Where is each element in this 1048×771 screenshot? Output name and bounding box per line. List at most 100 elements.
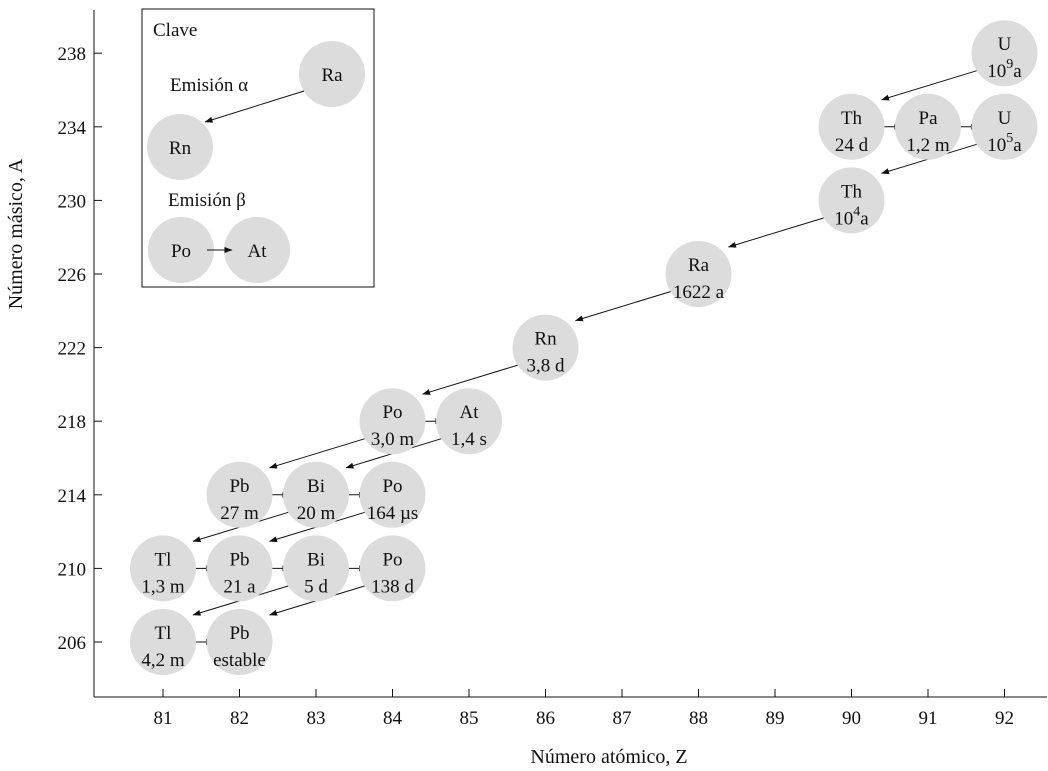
halflife-value: 10: [834, 208, 853, 229]
halflife-value: 10: [987, 135, 1006, 156]
nuclide-circle: [818, 93, 885, 160]
legend-beta-from-node: [148, 217, 214, 283]
x-tick-label: 91: [919, 708, 938, 729]
x-tick-label: 82: [230, 708, 249, 729]
nuclide-circle: [283, 461, 349, 528]
x-tick-label: 86: [536, 708, 555, 729]
halflife-value: 164 µs: [367, 503, 419, 524]
halflife-value: 10: [987, 61, 1006, 82]
y-axis-title: Número másico, A: [5, 158, 27, 309]
nuclide-halflife: 109a: [987, 57, 1022, 82]
halflife-unit: a: [1013, 61, 1022, 82]
nuclide-node: Tl 1,3 m: [130, 535, 196, 602]
nuclide-symbol: Pb: [229, 476, 249, 497]
x-tick-label: 89: [766, 708, 785, 729]
halflife-value: 1,2 m: [906, 135, 950, 156]
x-tick-label: 83: [307, 708, 326, 729]
nuclide-circle: [359, 461, 426, 528]
nuclide-node: Pb estable: [206, 609, 273, 675]
nuclide-circle: [206, 461, 273, 528]
x-tick-label: 87: [613, 708, 632, 729]
nuclide-node: Rn 3,8 d: [512, 314, 579, 381]
halflife-value: 1,3 m: [141, 576, 185, 597]
ticks: 81 82 83 84 85 86 87 88 89 90 91 92 206 210 214 218 222 2…: [58, 44, 1015, 729]
nuclide-symbol: Ra: [688, 255, 710, 276]
x-axis-title: Número atómico, Z: [530, 746, 687, 768]
legend-alpha-arrow: [204, 90, 305, 123]
x-tick-label: 92: [995, 708, 1014, 729]
nuclide-symbol: Rn: [534, 329, 557, 350]
nuclide-circle: [436, 388, 502, 455]
legend-beta-to-node: [224, 217, 290, 283]
nuclide-node: Po 138 d: [359, 535, 426, 602]
nuclide-halflife: 3,0 m: [371, 429, 415, 450]
nuclide-circle: [512, 314, 579, 381]
y-tick-label: 234: [58, 118, 87, 139]
nuclide-symbol: Po: [382, 549, 402, 570]
nuclide-node: Pa 1,2 m: [895, 93, 961, 160]
nuclide-halflife: 20 m: [297, 503, 336, 524]
y-tick-label: 226: [58, 265, 87, 286]
legend-beta-to-label: At: [248, 241, 268, 262]
nuclide-symbol: Tl: [155, 549, 172, 570]
y-tick-label: 222: [58, 339, 87, 360]
nuclide-halflife: 4,2 m: [141, 650, 185, 671]
nuclide-symbol: At: [460, 402, 480, 423]
y-axis-title-text: Número másico, A: [5, 158, 27, 309]
halflife-value: estable: [213, 650, 266, 671]
nuclide-halflife: 3,8 d: [527, 356, 566, 377]
nuclide-circle: [359, 388, 426, 455]
x-tick-label: 88: [689, 708, 708, 729]
x-tick-label: 81: [154, 708, 173, 729]
legend-title: Clave: [153, 20, 197, 41]
nuclide-symbol: Bi: [307, 549, 325, 570]
legend-beta-from-label: Po: [171, 241, 191, 262]
nuclide-circle: [971, 20, 1038, 87]
nuclide-symbol: Th: [841, 181, 863, 202]
halflife-unit: a: [1013, 135, 1022, 156]
nuclide-node: Po 164 µs: [359, 461, 426, 528]
nuclide-halflife: 1,4 s: [451, 429, 487, 450]
nuclide-halflife: 5 d: [304, 576, 328, 597]
x-tick-label: 85: [460, 708, 479, 729]
y-tick-label: 214: [58, 486, 87, 507]
nuclide-halflife: 105a: [987, 131, 1022, 156]
nuclide-halflife: 164 µs: [367, 503, 419, 524]
nuclide-node: Tl 4,2 m: [130, 609, 196, 675]
nuclide-halflife: estable: [213, 650, 266, 671]
nuclide-halflife: 27 m: [220, 503, 259, 524]
halflife-unit: a: [860, 208, 869, 229]
nuclide-circle: [283, 535, 349, 602]
nuclide-node: Bi 20 m: [283, 461, 349, 528]
alpha-decay-arrow: [575, 290, 673, 322]
y-tick-label: 230: [58, 191, 87, 212]
nuclide-node: Ra 1622 a: [665, 241, 732, 307]
nuclide-symbol: Tl: [155, 623, 172, 644]
nuclide-halflife: 138 d: [371, 576, 414, 597]
nuclide-halflife: 1,3 m: [141, 576, 185, 597]
legend-alpha-to-node: [147, 114, 213, 180]
nuclide-node: Pb 21 a: [206, 535, 273, 602]
nuclide-node: Th 24 d: [818, 93, 885, 160]
x-tick-label: 90: [842, 708, 861, 729]
halflife-exponent: 9: [1006, 57, 1013, 72]
halflife-value: 1,4 s: [451, 429, 487, 450]
nuclide-symbol: Po: [382, 402, 402, 423]
nuclide-circle: [130, 535, 196, 602]
nuclide-halflife: 1622 a: [673, 282, 725, 303]
legend-beta-label: Emisión β: [168, 190, 246, 211]
nuclide-halflife: 104a: [834, 204, 869, 229]
y-tick-label: 218: [58, 412, 87, 433]
halflife-exponent: 4: [853, 204, 860, 219]
nuclide-node: Bi 5 d: [283, 535, 349, 602]
alpha-decay-arrow: [728, 216, 826, 248]
legend-alpha-label: Emisión α: [170, 75, 248, 96]
axes: [93, 10, 1047, 698]
y-tick-label: 206: [58, 633, 87, 654]
alpha-decay-arrow: [422, 364, 520, 395]
nuclide-circle: [206, 535, 273, 602]
halflife-value: 21 a: [223, 576, 256, 597]
